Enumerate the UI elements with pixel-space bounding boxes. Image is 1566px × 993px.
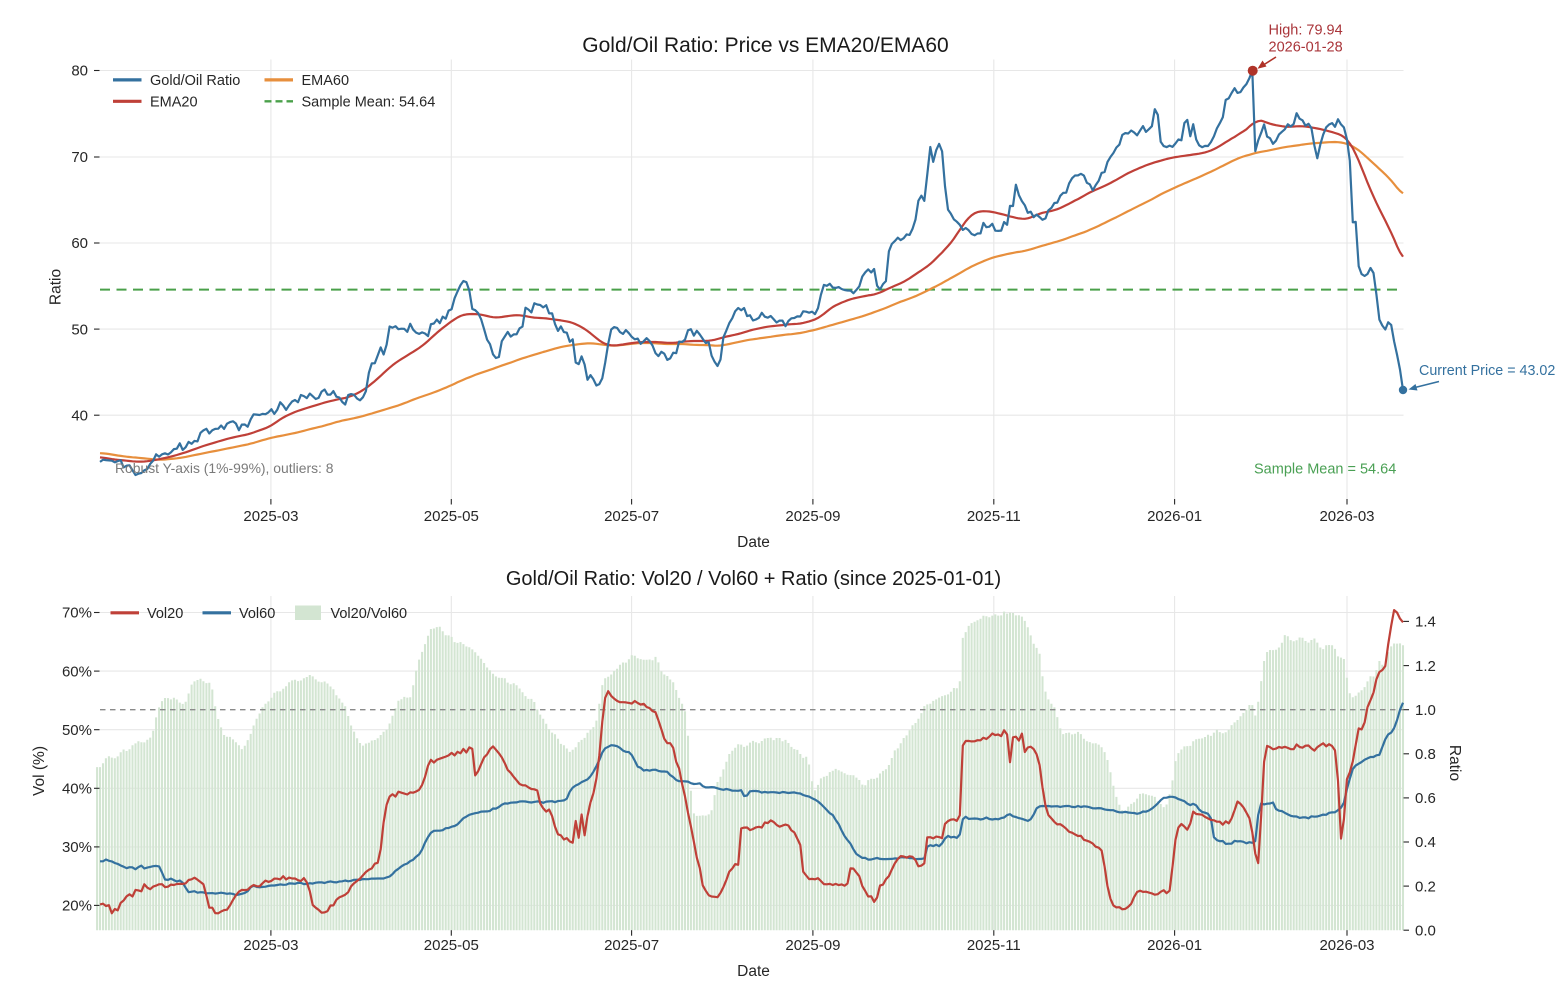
svg-text:2026-01: 2026-01 — [1147, 937, 1202, 954]
svg-text:Vol20: Vol20 — [147, 606, 183, 622]
svg-text:2025-07: 2025-07 — [604, 508, 659, 525]
svg-text:50: 50 — [71, 321, 88, 338]
svg-text:2025-07: 2025-07 — [604, 937, 659, 954]
svg-text:0.4: 0.4 — [1415, 834, 1436, 851]
svg-text:2026-03: 2026-03 — [1319, 937, 1374, 954]
svg-text:Date: Date — [737, 534, 770, 551]
svg-text:Sample Mean = 54.64: Sample Mean = 54.64 — [1254, 462, 1396, 478]
svg-text:Gold/Oil Ratio: Gold/Oil Ratio — [150, 73, 240, 89]
svg-text:EMA60: EMA60 — [302, 73, 350, 89]
svg-text:40%: 40% — [62, 781, 92, 798]
svg-text:Gold/Oil Ratio: Vol20 / Vol60: Gold/Oil Ratio: Vol20 / Vol60 + Ratio (s… — [506, 568, 1001, 590]
svg-text:Vol20/Vol60: Vol20/Vol60 — [331, 606, 408, 622]
svg-text:0.0: 0.0 — [1415, 922, 1436, 939]
svg-text:2026-03: 2026-03 — [1319, 508, 1374, 525]
svg-text:Current Price = 43.02: Current Price = 43.02 — [1419, 363, 1555, 379]
svg-text:70%: 70% — [62, 605, 92, 622]
svg-text:Sample Mean: 54.64: Sample Mean: 54.64 — [302, 95, 436, 111]
svg-text:60: 60 — [71, 235, 88, 252]
svg-text:20%: 20% — [62, 898, 92, 915]
svg-text:High: 79.94: High: 79.94 — [1269, 23, 1343, 39]
svg-text:80: 80 — [71, 63, 88, 80]
svg-text:2025-05: 2025-05 — [424, 508, 479, 525]
svg-text:Gold/Oil Ratio: Price vs EMA20: Gold/Oil Ratio: Price vs EMA20/EMA60 — [582, 34, 948, 57]
svg-text:0.6: 0.6 — [1415, 790, 1436, 807]
svg-text:Ratio: Ratio — [1446, 745, 1463, 781]
svg-text:2025-11: 2025-11 — [967, 937, 1021, 954]
svg-text:1.0: 1.0 — [1415, 702, 1436, 719]
svg-text:60%: 60% — [62, 663, 92, 680]
svg-text:2025-09: 2025-09 — [785, 937, 840, 954]
svg-text:50%: 50% — [62, 722, 92, 739]
svg-text:Robust Y-axis (1%-99%), outlie: Robust Y-axis (1%-99%), outliers: 8 — [115, 460, 334, 476]
svg-text:Date: Date — [737, 963, 770, 980]
svg-text:1.4: 1.4 — [1415, 614, 1436, 631]
svg-text:0.2: 0.2 — [1415, 878, 1436, 895]
svg-text:2026-01: 2026-01 — [1147, 508, 1202, 525]
svg-text:2026-01-28: 2026-01-28 — [1269, 40, 1343, 56]
svg-text:EMA20: EMA20 — [150, 95, 198, 111]
svg-text:2025-09: 2025-09 — [785, 508, 840, 525]
svg-text:30%: 30% — [62, 839, 92, 856]
svg-text:Ratio: Ratio — [48, 269, 65, 305]
svg-text:Vol60: Vol60 — [239, 606, 275, 622]
svg-text:40: 40 — [71, 407, 88, 424]
svg-text:0.8: 0.8 — [1415, 746, 1436, 763]
svg-text:2025-03: 2025-03 — [243, 508, 298, 525]
svg-text:2025-05: 2025-05 — [424, 937, 479, 954]
svg-text:Vol (%): Vol (%) — [31, 746, 48, 796]
svg-text:2025-11: 2025-11 — [967, 508, 1021, 525]
svg-text:70: 70 — [71, 149, 88, 166]
svg-text:2025-03: 2025-03 — [243, 937, 298, 954]
svg-text:1.2: 1.2 — [1415, 658, 1436, 675]
